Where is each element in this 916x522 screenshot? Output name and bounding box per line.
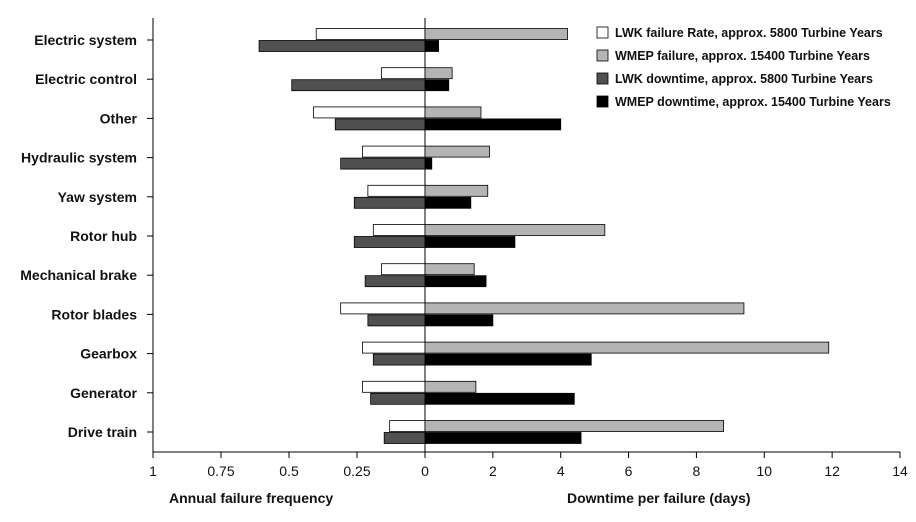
x-axis-title-left: Annual failure frequency — [169, 490, 333, 506]
category-label: Generator — [70, 385, 137, 401]
bar-wmep-failure — [424, 28, 568, 40]
legend-label: WMEP failure, approx. 15400 Turbine Year… — [615, 49, 870, 63]
x-tick-label-left: 0.75 — [207, 463, 234, 479]
category-label: Rotor blades — [51, 306, 137, 322]
x-tick-label-right: 8 — [693, 463, 701, 479]
category-label: Electric control — [35, 71, 137, 87]
x-tick-label-left: 0.5 — [279, 463, 299, 479]
bar-wmep-failure — [424, 106, 482, 119]
category-label: Mechanical brake — [20, 267, 137, 283]
category-label: Drive train — [68, 424, 137, 440]
bar-lwk-failure-rate — [389, 420, 426, 432]
x-tick-label-right: 14 — [892, 463, 908, 479]
bar-lwk-downtime — [367, 314, 426, 327]
bar-wmep-failure — [424, 145, 490, 158]
bar-wmep-failure — [424, 341, 830, 354]
bar-lwk-failure-rate — [372, 224, 426, 236]
bar-wmep-downtime — [424, 196, 472, 209]
bar-lwk-failure-rate — [315, 28, 426, 40]
legend-swatch — [596, 26, 609, 39]
bar-lwk-failure-rate — [362, 380, 426, 393]
x-axis-title-right: Downtime per failure (days) — [567, 490, 751, 506]
bar-lwk-failure-rate — [381, 263, 426, 276]
bar-wmep-downtime — [424, 157, 433, 170]
bar-lwk-failure-rate — [340, 302, 426, 315]
bar-wmep-failure — [424, 224, 606, 236]
x-tick-label-right: 2 — [489, 463, 497, 479]
bar-lwk-failure-rate — [381, 67, 426, 80]
x-tick-label-left: 0 — [421, 463, 429, 479]
bar-wmep-downtime — [424, 275, 487, 288]
bar-lwk-failure-rate — [362, 341, 426, 354]
legend-swatch — [596, 95, 609, 108]
bar-wmep-downtime — [424, 353, 592, 366]
legend-label: LWK downtime, approx. 5800 Turbine Years — [615, 72, 873, 86]
category-label: Yaw system — [58, 189, 137, 205]
category-label: Rotor hub — [70, 228, 137, 244]
bar-wmep-downtime — [424, 79, 450, 92]
bar-lwk-downtime — [372, 353, 426, 366]
bar-wmep-downtime — [424, 314, 494, 327]
bar-lwk-failure-rate — [367, 184, 426, 197]
x-tick-label-right: 12 — [824, 463, 840, 479]
bar-lwk-downtime — [340, 157, 426, 170]
legend-swatch — [596, 49, 609, 62]
legend-swatch — [596, 72, 609, 85]
category-label: Gearbox — [80, 346, 137, 362]
x-tick-label-left: 0.25 — [343, 463, 370, 479]
bar-lwk-downtime — [383, 432, 426, 444]
bar-lwk-failure-rate — [362, 145, 426, 158]
x-tick-label-right: 4 — [557, 463, 565, 479]
bar-lwk-downtime — [353, 196, 426, 209]
bar-lwk-downtime — [364, 275, 426, 288]
bar-wmep-failure — [424, 420, 724, 432]
bar-wmep-downtime — [424, 118, 562, 131]
bar-lwk-failure-rate — [313, 106, 426, 119]
bar-wmep-failure — [424, 263, 475, 276]
x-tick-label-right: 10 — [756, 463, 772, 479]
bar-lwk-downtime — [353, 236, 426, 248]
bar-wmep-downtime — [424, 40, 439, 52]
legend-label: LWK failure Rate, approx. 5800 Turbine Y… — [615, 26, 883, 40]
bar-wmep-failure — [424, 184, 489, 197]
legend-label: WMEP downtime, approx. 15400 Turbine Yea… — [615, 95, 891, 109]
bar-wmep-failure — [424, 380, 477, 393]
bar-wmep-downtime — [424, 236, 516, 248]
category-label: Hydraulic system — [21, 150, 137, 166]
bar-lwk-downtime — [370, 392, 426, 405]
bar-wmep-downtime — [424, 392, 575, 405]
bar-lwk-downtime — [334, 118, 426, 131]
bar-wmep-failure — [424, 67, 453, 80]
bar-wmep-downtime — [424, 432, 582, 444]
bar-lwk-downtime — [258, 40, 426, 52]
category-label: Electric system — [34, 32, 137, 48]
x-tick-label-left: 1 — [149, 463, 157, 479]
bar-lwk-downtime — [291, 79, 426, 92]
x-tick-label-right: 6 — [625, 463, 633, 479]
bar-wmep-failure — [424, 302, 745, 315]
category-label: Other — [100, 110, 138, 126]
